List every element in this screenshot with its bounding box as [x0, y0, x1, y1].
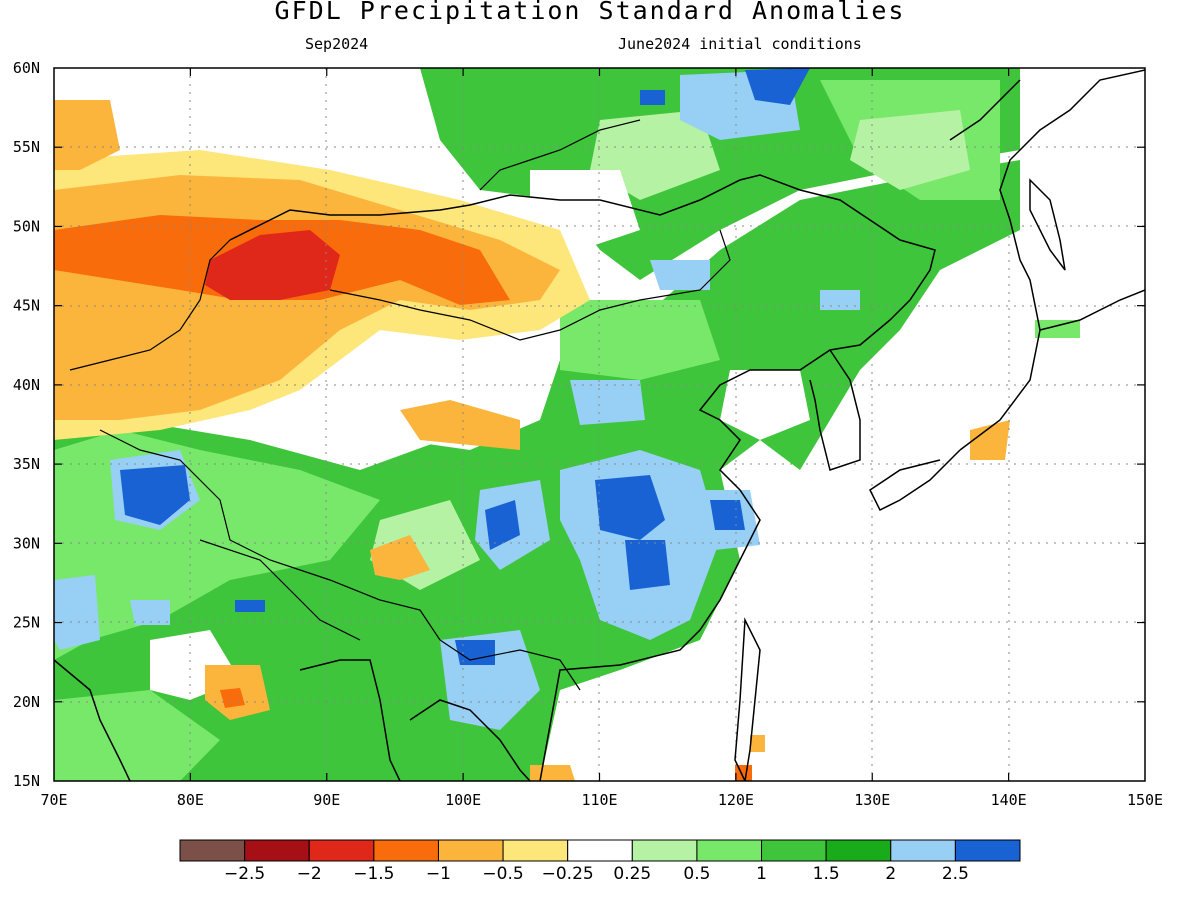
anomaly-region-lightorange [750, 735, 765, 752]
anomaly-region-red [205, 230, 340, 300]
colorbar-swatch [179, 839, 246, 862]
x-tick-label: 80E [177, 791, 204, 809]
anomaly-region-lightorange [530, 765, 575, 781]
colorbar-label: 1 [756, 864, 767, 884]
anomaly-region-lightgreen [54, 690, 220, 781]
colorbar-label: 2 [885, 864, 896, 884]
anomaly-field [54, 68, 1145, 781]
x-tick-label: 120E [718, 791, 754, 809]
anomaly-region-lightblue [54, 575, 100, 650]
colorbar-label: −2.5 [224, 864, 265, 884]
colorbar-swatch [631, 839, 698, 862]
colorbar-label: 2.5 [942, 864, 969, 884]
colorbar-label: −0.25 [542, 864, 594, 884]
forecast-month: Sep2024 [305, 35, 369, 53]
anomaly-region-darkblue [710, 500, 745, 530]
anomaly-region-lightblue [130, 600, 170, 625]
anomaly-region-green [54, 160, 1020, 781]
initial-conditions-label: June2024 initial conditions [618, 35, 862, 53]
colorbar-swatch [761, 839, 827, 862]
x-tick-label: 110E [581, 791, 617, 809]
chart-title: GFDL Precipitation Standard Anomalies [274, 0, 906, 25]
anomaly-region-darkblue [625, 540, 670, 590]
y-tick-label: 55N [13, 138, 40, 156]
y-tick-label: 15N [13, 772, 40, 790]
colorbar-swatch [954, 839, 1021, 862]
colorbar-label: 0.5 [683, 864, 710, 884]
country-borders [69, 119, 731, 691]
anomaly-region-lightgreen [1035, 320, 1080, 338]
anomaly-region-darkblue [595, 475, 665, 540]
x-tick-label: 130E [854, 791, 890, 809]
colorbar-swatch [437, 839, 504, 862]
x-tick-label: 150E [1127, 791, 1163, 809]
y-tick-label: 20N [13, 693, 40, 711]
anomaly-region-darkblue [745, 68, 810, 105]
colorbar-swatch [308, 839, 375, 862]
colorbar-swatch [244, 839, 310, 862]
x-tick-label: 70E [40, 791, 67, 809]
colorbar-swatch [502, 839, 569, 862]
anomaly-region-lightorange [400, 400, 520, 450]
anomaly-region-darkblue [640, 90, 665, 105]
anomaly-region-lightorange [370, 535, 430, 580]
colorbar-label: 0.25 [613, 864, 651, 884]
y-axis: 15N 20N 25N 30N 35N 40N 45N 50N 55N 60N [13, 59, 1145, 790]
colorbar: −2.5 −2 −1.5 −1 −0.5 −0.25 0.25 0.5 1 1.5 2 2.5 [179, 839, 1021, 884]
anomaly-region-darkblue [120, 465, 190, 525]
y-tick-label: 45N [13, 297, 40, 315]
colorbar-swatch [825, 839, 892, 862]
colorbar-label: −0.5 [482, 864, 523, 884]
anomaly-region-white [720, 370, 810, 440]
y-tick-label: 35N [13, 455, 40, 473]
anomaly-region-orange [220, 688, 245, 708]
anomaly-region-lightorange [54, 100, 120, 170]
colorbar-swatch [890, 839, 956, 862]
anomaly-region-darkblue [485, 500, 520, 550]
colorbar-label: 1.5 [813, 864, 840, 884]
colorbar-swatch [567, 839, 633, 862]
colorbar-label: −1.5 [353, 864, 394, 884]
x-tick-label: 100E [445, 791, 481, 809]
colorbar-label: −1 [426, 864, 451, 884]
y-tick-label: 40N [13, 376, 40, 394]
y-tick-label: 25N [13, 614, 40, 632]
anomaly-region-lightorange [970, 420, 1010, 460]
y-tick-label: 60N [13, 59, 40, 77]
anomaly-region-lightgreen [560, 300, 720, 380]
anomaly-region-darkblue [455, 640, 495, 665]
anomaly-region-lightblue [820, 290, 860, 310]
anomaly-region-lightblue [570, 380, 645, 425]
colorbar-swatch [696, 839, 763, 862]
colorbar-swatch [373, 839, 439, 862]
y-tick-label: 50N [13, 217, 40, 235]
y-tick-label: 30N [13, 534, 40, 552]
x-tick-label: 140E [991, 791, 1027, 809]
x-tick-label: 90E [313, 791, 340, 809]
anomaly-region-lightblue [650, 260, 710, 290]
anomaly-region-palegreen [850, 110, 970, 190]
colorbar-label: −2 [297, 864, 322, 884]
gridlines [54, 68, 1145, 781]
coastlines [54, 69, 1145, 781]
x-axis: 70E 80E 90E 100E 110E 120E 130E 140E 150E [40, 68, 1163, 809]
anomaly-region-darkblue [235, 600, 265, 612]
